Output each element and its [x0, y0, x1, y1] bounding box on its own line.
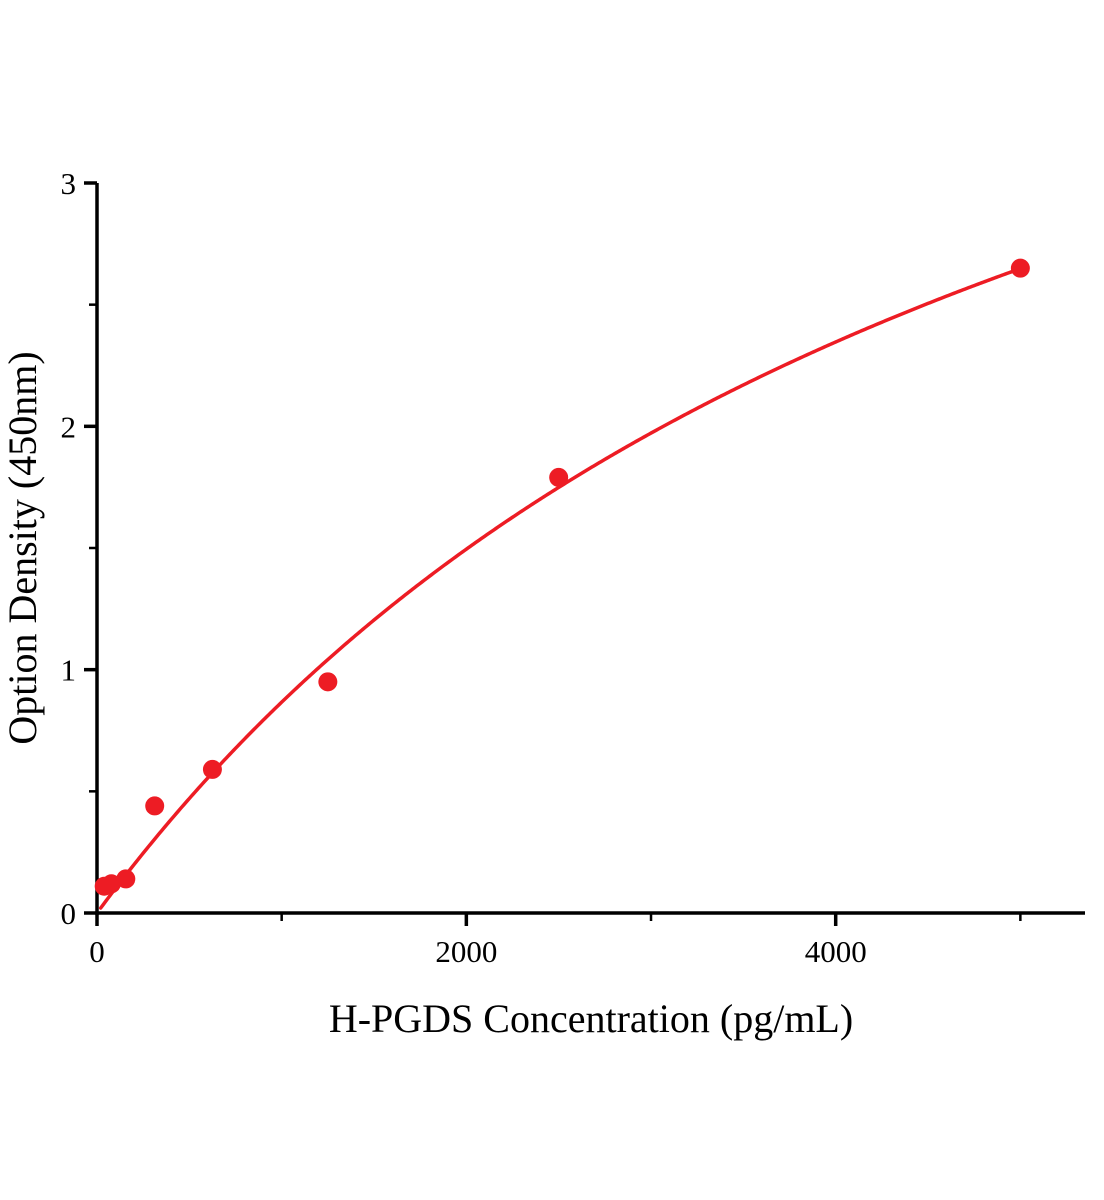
data-point — [145, 796, 165, 816]
x-tick-label: 2000 — [435, 934, 497, 969]
data-point — [101, 874, 121, 894]
data-point — [116, 869, 136, 889]
x-tick-label: 4000 — [805, 934, 867, 969]
x-axis-title: H-PGDS Concentration (pg/mL) — [329, 996, 853, 1041]
y-tick-label: 1 — [61, 653, 77, 688]
data-point — [549, 467, 569, 487]
x-tick-label: 0 — [89, 934, 105, 969]
data-point — [1010, 258, 1030, 278]
data-point — [202, 759, 222, 779]
plot-layer: 0 2000 4000 0 1 2 3 — [61, 166, 1085, 969]
y-tick-label: 3 — [61, 166, 77, 201]
data-point — [318, 672, 338, 692]
fit-curve — [98, 266, 1023, 910]
y-tick-label: 0 — [61, 896, 77, 931]
y-axis-title: Option Density (450nm) — [0, 351, 45, 744]
y-tick-label: 2 — [61, 409, 77, 444]
